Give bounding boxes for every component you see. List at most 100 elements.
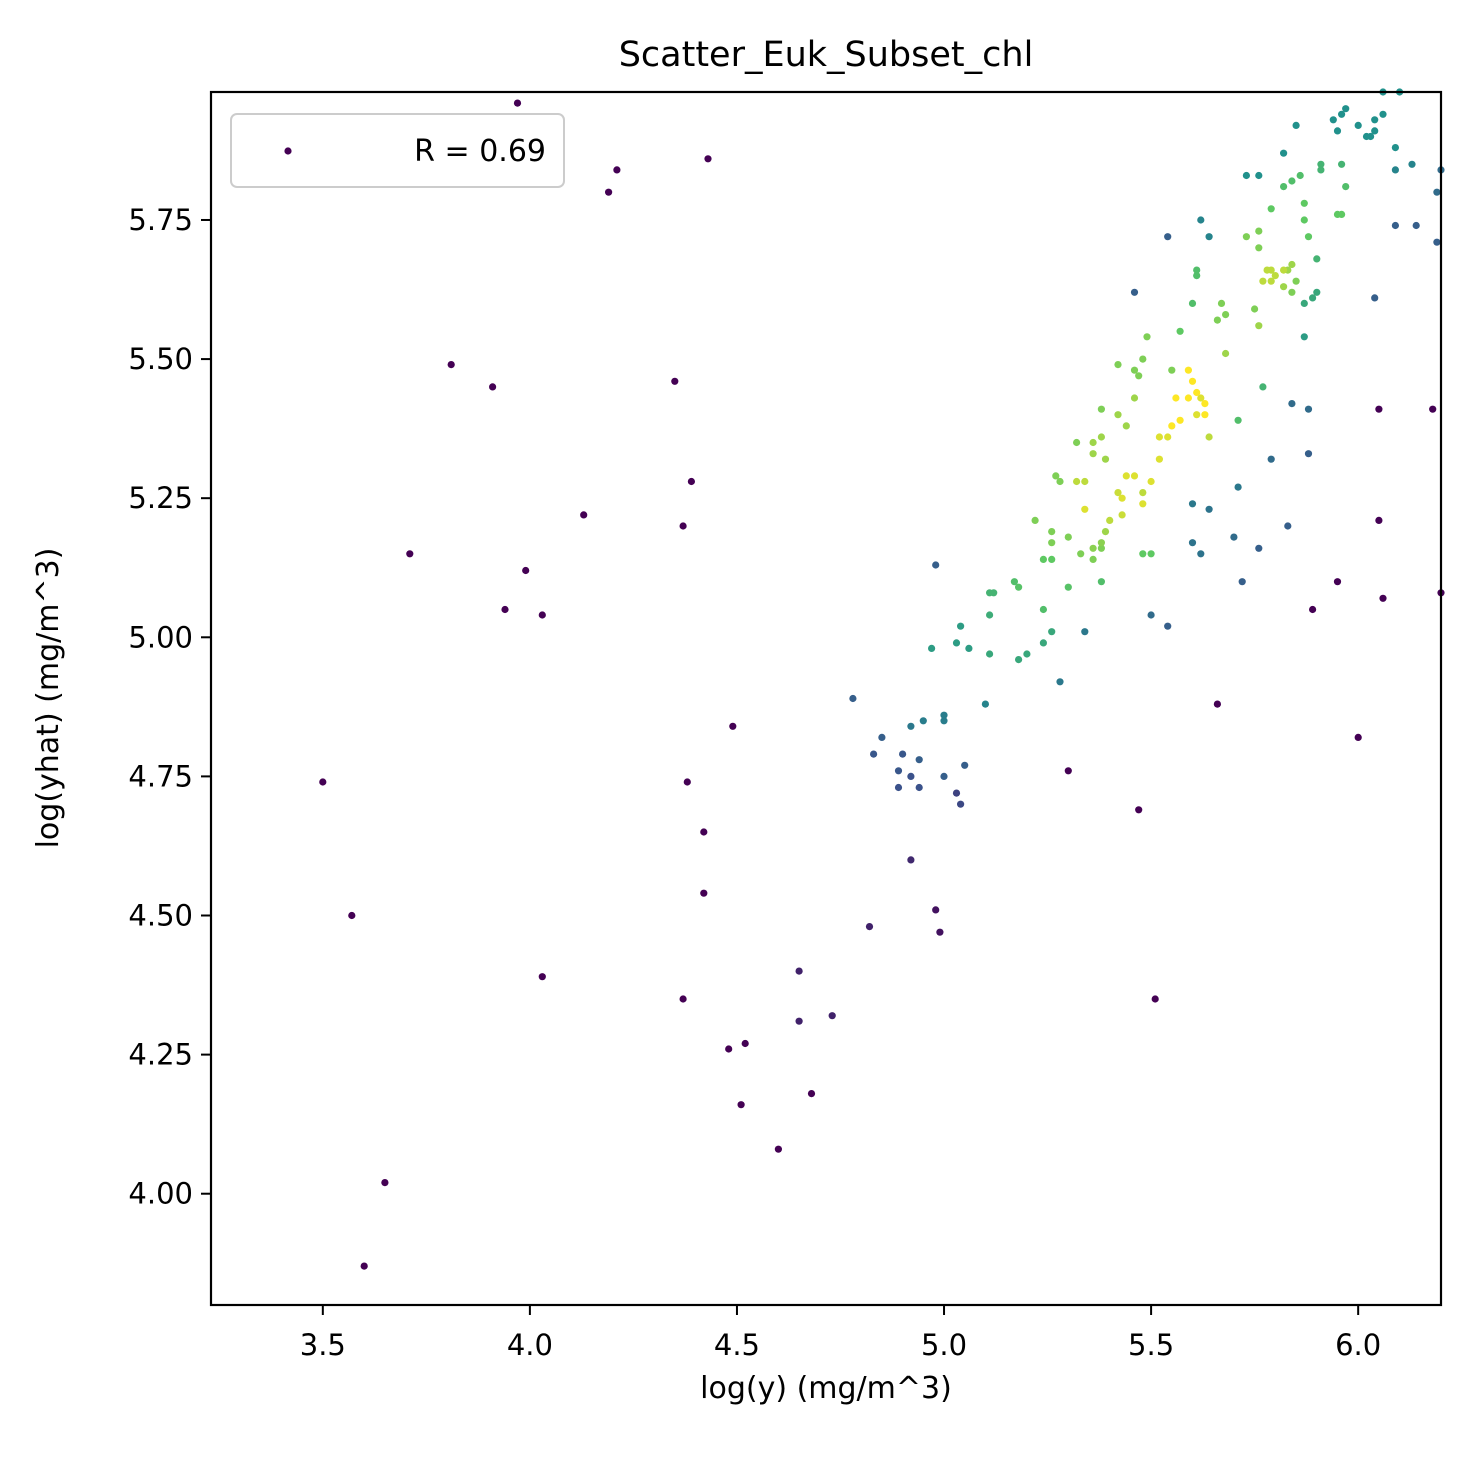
scatter-point (1267, 455, 1275, 463)
scatter-point (1118, 494, 1126, 502)
scatter-point (1176, 327, 1184, 335)
scatter-point (936, 928, 944, 936)
scatter-point (605, 188, 613, 196)
scatter-point (1052, 472, 1060, 480)
scatter-point (348, 911, 356, 920)
scatter-point (1429, 405, 1437, 413)
scatter-point (1338, 210, 1346, 218)
scatter-point (1267, 205, 1275, 213)
scatter-point (1193, 266, 1201, 274)
scatter-point (1354, 121, 1362, 129)
scatter-point (1288, 177, 1296, 185)
scatter-point (1139, 550, 1147, 558)
scatter-point (1147, 477, 1155, 486)
y-axis-ticks: 4.00 4.25 4.50 4.75 5.00 5.25 5.50 5.75 (128, 203, 211, 1211)
scatter-point (870, 750, 878, 758)
scatter-point (1222, 311, 1230, 319)
scatter-point (928, 644, 936, 653)
scatter-point (1255, 244, 1263, 252)
scatter-point (1155, 455, 1163, 463)
scatter-point (1222, 349, 1230, 358)
scatter-point (501, 605, 509, 614)
scatter-point (1338, 160, 1346, 168)
scatter-point (1064, 533, 1072, 541)
plot-area (211, 92, 1441, 1305)
scatter-point (907, 856, 915, 864)
scatter-point (1213, 700, 1221, 708)
scatter-point (865, 923, 874, 931)
scatter-point (907, 772, 915, 781)
scatter-point (1056, 678, 1064, 686)
legend-marker (284, 147, 292, 155)
scatter-point (1338, 110, 1346, 118)
scatter-point (961, 761, 969, 769)
scatter-point (1122, 422, 1130, 430)
scatter-point (1184, 366, 1192, 374)
scatter-point (1039, 639, 1047, 647)
scatter-point (990, 589, 998, 597)
scatter-point (919, 717, 927, 725)
scatter-point (1230, 533, 1238, 541)
scatter-point (1197, 550, 1205, 558)
scatter-point (538, 973, 546, 981)
scatter-point (1300, 333, 1308, 341)
y-axis-label: log(yhat) (mg/m^3) (31, 548, 66, 849)
scatter-point (899, 750, 907, 758)
y-tick-label: 4.00 (128, 1177, 193, 1211)
scatter-point (1031, 516, 1039, 525)
scatter-point (538, 611, 546, 619)
scatter-point (1304, 233, 1313, 241)
scatter-point (1089, 450, 1097, 458)
scatter-point (1313, 255, 1321, 263)
y-tick-label: 4.25 (128, 1038, 193, 1072)
scatter-point (1362, 132, 1371, 141)
scatter-point (319, 778, 327, 786)
scatter-point (795, 1017, 803, 1025)
scatter-point (1391, 144, 1399, 152)
scatter-point (1188, 539, 1197, 547)
scatter-point (1300, 299, 1308, 307)
legend: R = 0.69 (230, 113, 565, 188)
scatter-point (1408, 160, 1416, 168)
scatter-point (894, 767, 903, 775)
scatter-point (1081, 477, 1089, 486)
scatter-point (1147, 550, 1155, 558)
scatter-point (1255, 544, 1263, 552)
scatter-point (1015, 583, 1023, 591)
scatter-point (1354, 733, 1362, 742)
scatter-point (1101, 528, 1110, 536)
x-tick-label: 4.0 (507, 1328, 553, 1362)
scatter-point (1255, 322, 1263, 330)
scatter-point (1280, 149, 1288, 157)
scatter-point (1081, 505, 1089, 513)
plot-frame (209, 90, 1443, 1307)
scatter-point (1317, 166, 1325, 174)
scatter-point (965, 644, 973, 653)
scatter-point (1267, 277, 1275, 285)
scatter-point (1371, 116, 1379, 124)
scatter-point (1333, 578, 1342, 586)
scatter-point (725, 1045, 733, 1053)
scatter-point (679, 522, 687, 530)
scatter-point (1280, 283, 1288, 291)
scatter-point (1168, 422, 1176, 430)
scatter-point (1010, 578, 1019, 586)
scatter-point (1023, 650, 1031, 658)
scatter-point (1089, 438, 1097, 447)
scatter-point (1143, 333, 1151, 341)
scatter-point (1379, 594, 1387, 602)
scatter-point (687, 477, 696, 486)
scatter-point (807, 1090, 816, 1098)
scatter-point (1292, 277, 1300, 285)
scatter-point (1188, 299, 1197, 307)
scatter-point (1267, 266, 1275, 274)
x-tick-label: 5.0 (921, 1328, 967, 1362)
scatter-point (1130, 366, 1139, 374)
scatter-point (1329, 116, 1337, 124)
scatter-point (1197, 216, 1205, 224)
scatter-point (1234, 416, 1242, 424)
x-tick-label: 5.5 (1128, 1328, 1174, 1362)
scatter-point (1309, 294, 1317, 302)
scatter-point (932, 561, 940, 569)
scatter-point (1342, 105, 1350, 113)
